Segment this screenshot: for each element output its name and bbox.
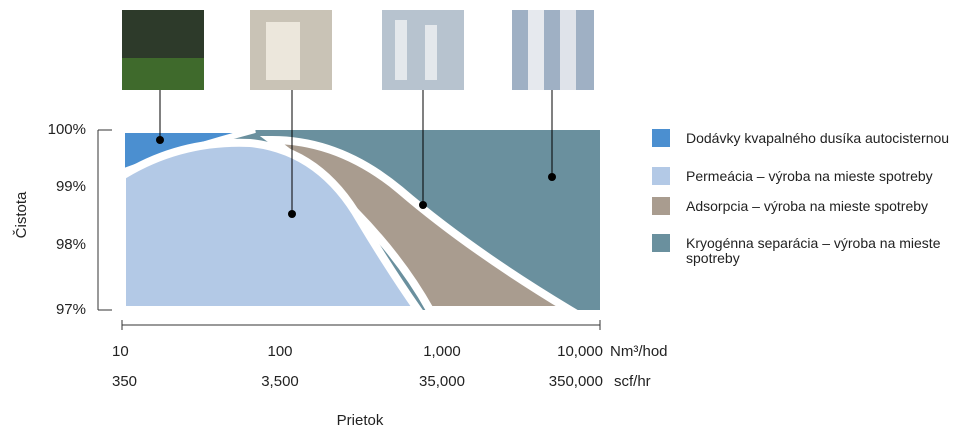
photo-truck-ground bbox=[122, 58, 204, 90]
y-tick-label: 98% bbox=[56, 236, 86, 253]
x-tick-label: 350,000 bbox=[549, 373, 603, 390]
pointer-dot bbox=[156, 136, 164, 144]
left-mask bbox=[118, 126, 122, 314]
x-tick-label: 35,000 bbox=[419, 373, 465, 390]
pointer-dot bbox=[288, 210, 296, 218]
x-unit: Nm³/hod bbox=[610, 343, 668, 360]
y-axis-label: Čistota bbox=[13, 191, 30, 238]
legend-swatch bbox=[652, 129, 670, 147]
y-tick-label: 97% bbox=[56, 301, 86, 318]
x-tick-label: 350 bbox=[112, 373, 137, 390]
x-tick-label: 1,000 bbox=[423, 343, 461, 360]
y-tick-label: 99% bbox=[56, 178, 86, 195]
x-unit: scf/hr bbox=[614, 373, 651, 390]
x-axis-label: Prietok bbox=[337, 412, 384, 428]
legend-label: Adsorpcia – výroba na mieste spotreby bbox=[686, 198, 929, 214]
photo-cryogenic-column bbox=[528, 10, 544, 90]
legend-label: Permeácia – výroba na mieste spotreby bbox=[686, 168, 933, 184]
legend-swatch bbox=[652, 234, 670, 252]
pointer-dot bbox=[548, 173, 556, 181]
photo-adsorption-tank bbox=[425, 25, 437, 80]
legend-swatch bbox=[652, 167, 670, 185]
x-tick-label: 3,500 bbox=[261, 373, 299, 390]
photo-permeation-unit bbox=[266, 22, 300, 80]
photo-cryogenic bbox=[512, 10, 594, 90]
legend-swatch bbox=[652, 197, 670, 215]
x-tick-label: 100 bbox=[267, 343, 292, 360]
legend-label: Kryogénna separácia – výroba na mieste s… bbox=[686, 235, 941, 266]
region-permeation bbox=[118, 138, 426, 314]
legend-label: Dodávky kvapalného dusíka autocisternou bbox=[686, 130, 950, 146]
photo-adsorption-tank bbox=[395, 20, 407, 80]
photo-adsorption bbox=[382, 10, 464, 90]
y-tick-label: 100% bbox=[48, 121, 86, 138]
photo-cryogenic-column bbox=[560, 10, 576, 90]
x-tick-label: 10 bbox=[112, 343, 129, 360]
pointer-dot bbox=[419, 201, 427, 209]
x-tick-label: 10,000 bbox=[557, 343, 603, 360]
